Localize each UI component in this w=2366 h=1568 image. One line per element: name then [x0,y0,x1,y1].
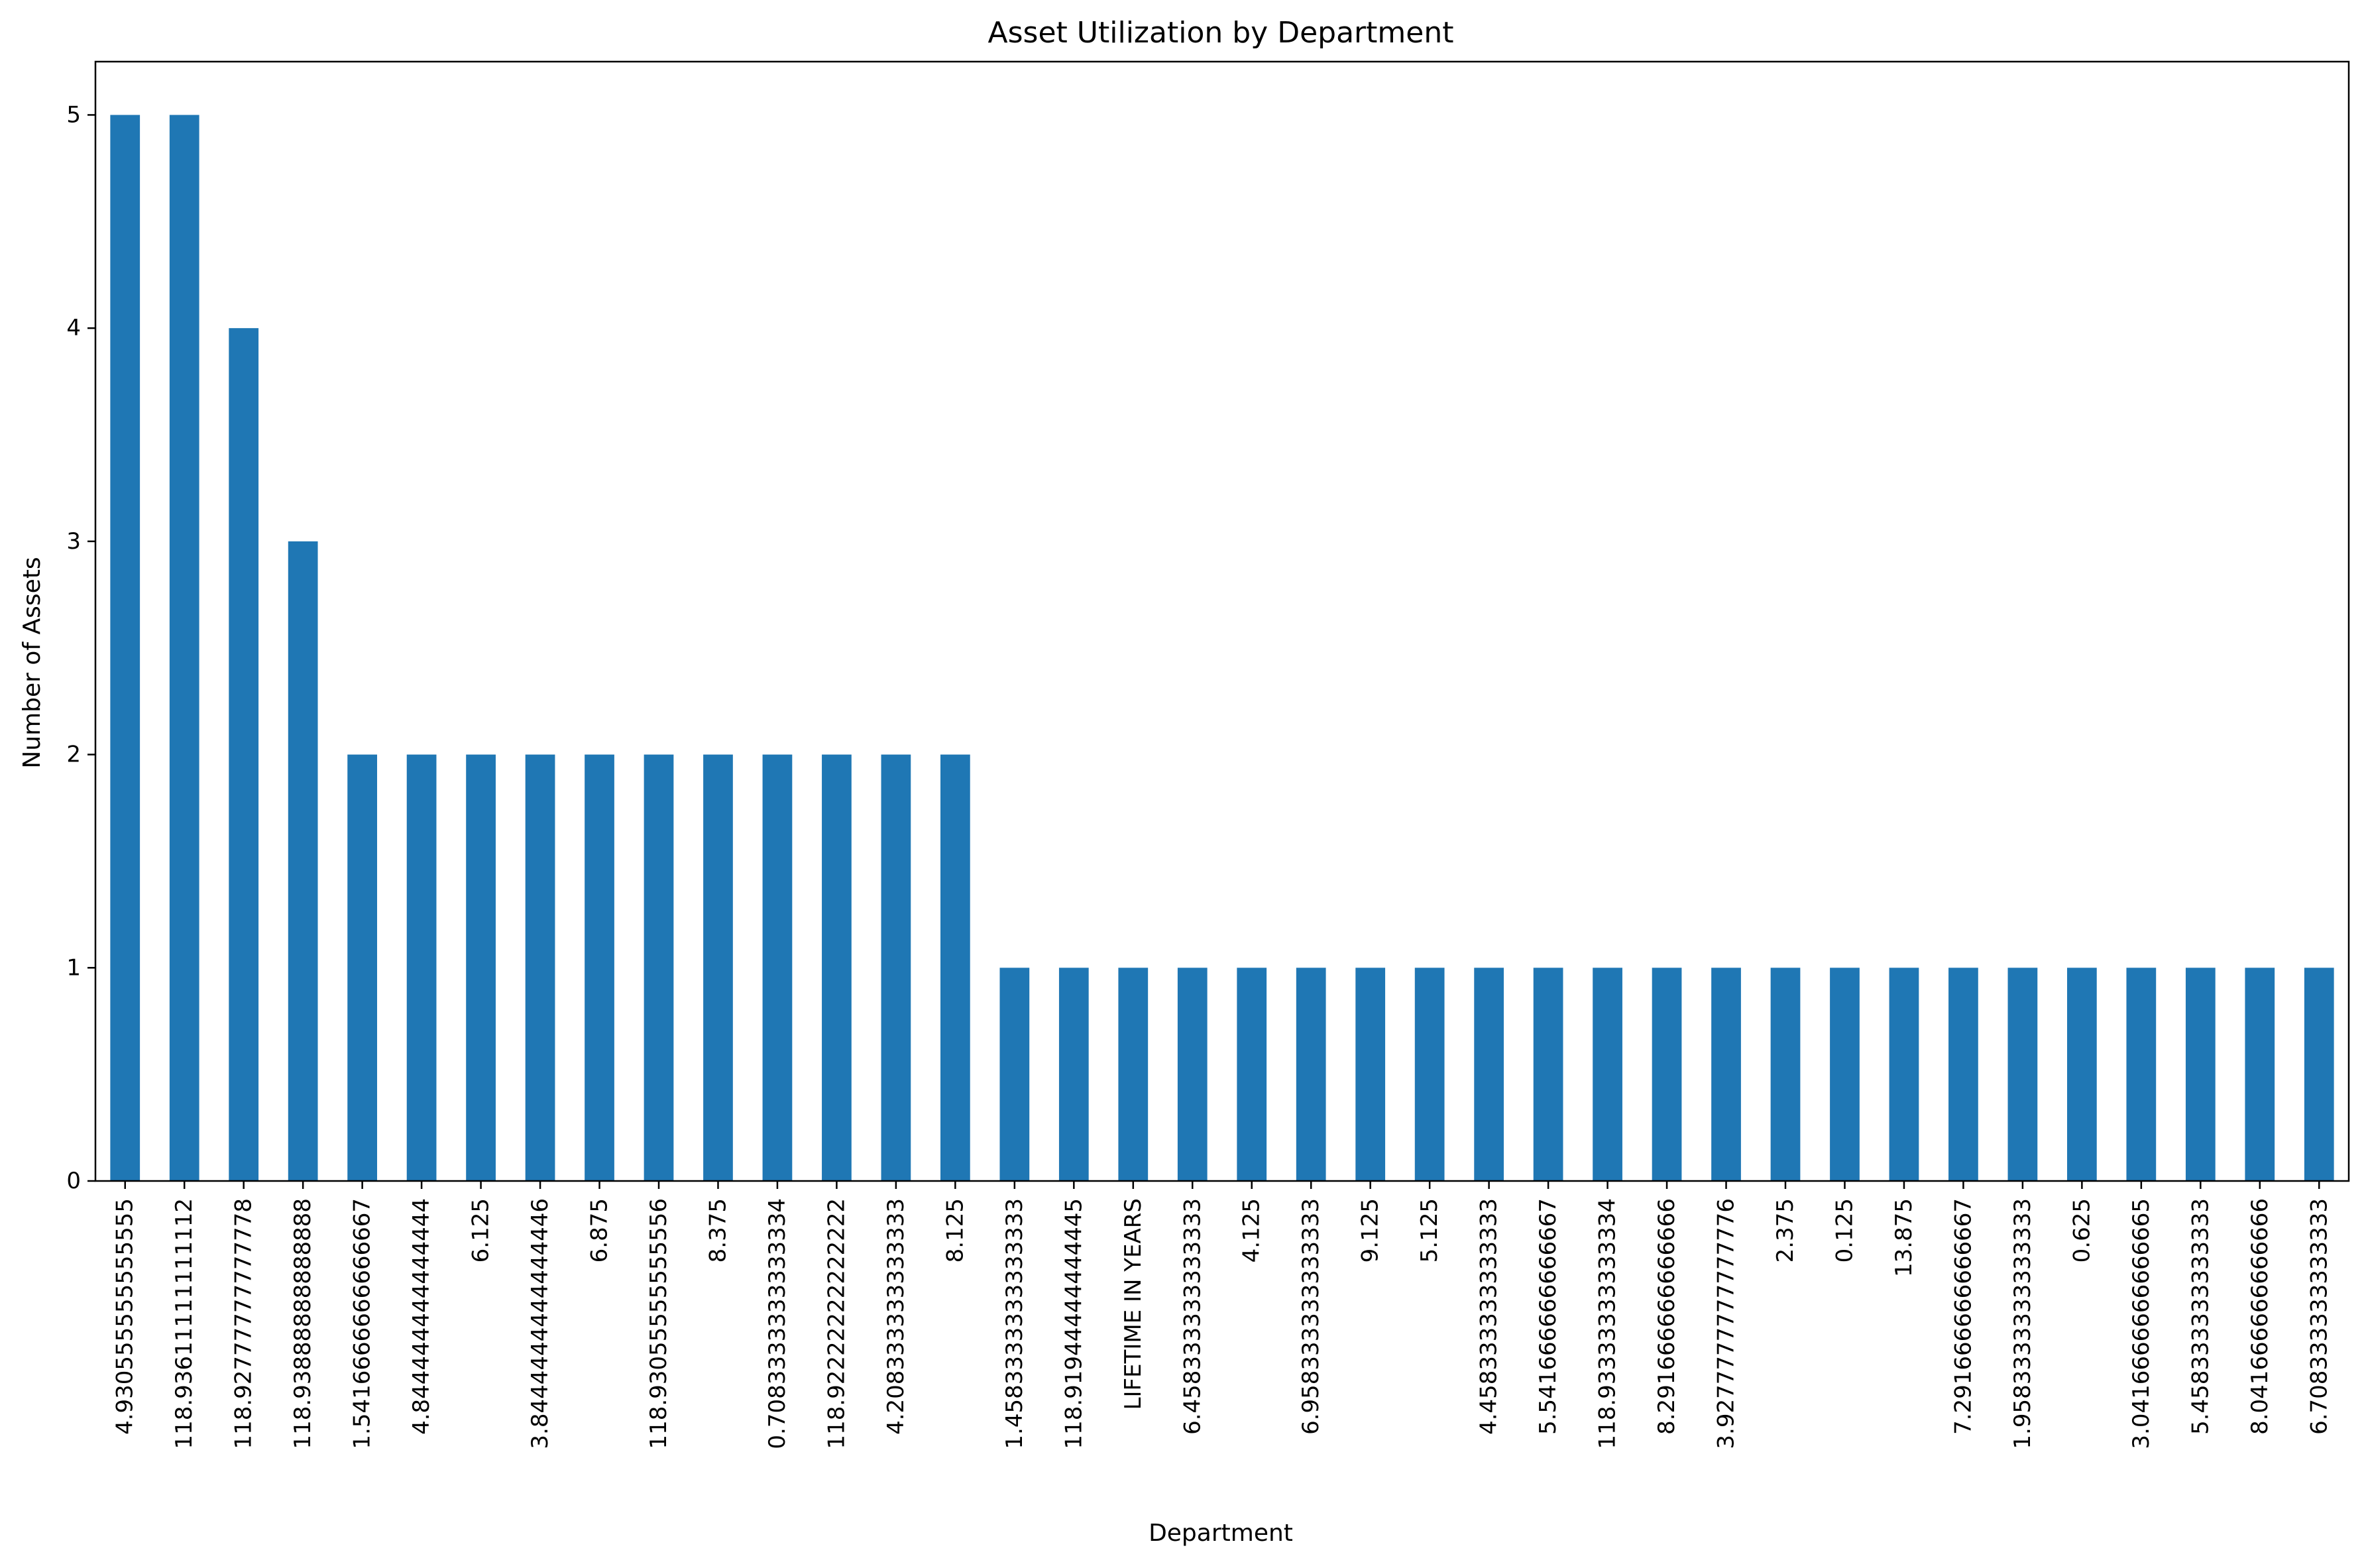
bar [1593,968,1622,1181]
bar [585,754,614,1181]
x-tick-label: 1.9583333333333333 [2009,1198,2036,1449]
y-tick-label: 0 [66,1168,81,1194]
x-tick-label: 118.93888888888888 [290,1198,316,1449]
x-tick-label: 4.125 [1239,1198,1265,1262]
x-tick-label: 8.041666666666666 [2247,1198,2273,1435]
bar [1474,968,1504,1181]
bar [1414,968,1445,1181]
x-tick-label: 5.541666666666667 [1535,1198,1561,1435]
x-tick-label: 2.375 [1772,1198,1799,1262]
x-tick-label: 8.375 [704,1198,731,1262]
bar [1058,968,1089,1181]
bar [1237,968,1267,1181]
bar [703,754,733,1181]
bar [2245,968,2275,1181]
x-tick-label: 6.125 [468,1198,494,1262]
bar [822,754,852,1181]
bar [347,754,377,1181]
y-tick-label: 1 [66,954,81,981]
x-tick-label: 0.625 [2068,1198,2095,1262]
y-tick-label: 4 [66,315,81,341]
x-tick-label: 9.125 [1357,1198,1384,1262]
bar [999,968,1030,1181]
bar [1889,968,1919,1181]
bar [229,328,259,1182]
x-axis: 4.930555555555555 118.93611111111112 118.9… [112,1181,2332,1449]
x-tick-label: 4.458333333333333 [1476,1198,1502,1435]
bar [940,754,970,1181]
bar [1118,968,1149,1181]
bar [1711,968,1741,1181]
bar [169,115,199,1181]
x-tick-label: 3.8444444444444446 [527,1198,553,1449]
x-tick-label: 4.844444444444444 [408,1198,435,1435]
x-tick-label: 13.875 [1891,1198,1917,1277]
x-tick-label: 118.92777777777778 [231,1198,257,1449]
x-tick-label: 0.7083333333333334 [764,1198,791,1449]
x-tick-label: 118.93055555555556 [646,1198,672,1449]
x-tick-label: 5.125 [1416,1198,1443,1262]
bar [525,754,555,1181]
x-tick-label: 1.4583333333333333 [1001,1198,1028,1449]
bar [2304,968,2334,1181]
x-axis-label: Department [1149,1520,1293,1547]
x-tick-label: 118.92222222222222 [823,1198,850,1449]
plot-frame [94,60,2350,1182]
x-tick-label: 0.125 [1831,1198,1858,1262]
bar [110,115,141,1181]
bar [1652,968,1682,1181]
x-tick-label: 6.708333333333333 [2306,1198,2332,1435]
bar [1296,968,1326,1181]
bar [2126,968,2157,1181]
bar [1533,968,1563,1181]
bar [466,754,496,1181]
bar [406,754,437,1181]
x-tick-label: 6.958333333333333 [1298,1198,1324,1435]
x-tick-label: 118.93333333333334 [1595,1198,1621,1449]
y-tick-label: 2 [66,742,81,768]
y-axis-label: Number of Assets [19,557,46,768]
bar [1770,968,1801,1181]
x-tick-label: 6.458333333333333 [1179,1198,1206,1435]
x-tick-label: 8.291666666666666 [1654,1198,1680,1435]
x-tick-label: 3.0416666666666665 [2128,1198,2155,1449]
bar [2007,968,2038,1181]
x-tick-label: 118.93611111111112 [171,1198,197,1449]
chart-title: Asset Utilization by Department [988,16,1454,50]
bar [644,754,674,1181]
bar [1355,968,1386,1181]
x-tick-label: 8.125 [942,1198,968,1262]
x-tick-label: 3.9277777777777776 [1713,1198,1740,1449]
bar [2067,968,2097,1181]
x-tick-label: 4.930555555555555 [112,1198,139,1435]
y-tick-label: 5 [66,101,81,128]
x-tick-label: 1.5416666666666667 [349,1198,376,1449]
bar [762,754,793,1181]
bar [288,541,318,1181]
bar [1830,968,1860,1181]
bar [2185,968,2216,1181]
bar [881,754,911,1181]
x-tick-label: 6.875 [587,1198,613,1262]
y-axis: 0 1 2 3 4 5 [66,101,95,1194]
bars-group [110,115,2334,1182]
x-tick-label: 118.91944444444445 [1060,1198,1087,1449]
y-tick-label: 3 [66,528,81,555]
x-tick-label: 4.208333333333333 [883,1198,909,1435]
bar [1948,968,1978,1181]
x-tick-label: LIFETIME IN YEARS [1120,1198,1147,1410]
bar [1177,968,1208,1181]
x-tick-label: 5.458333333333333 [2187,1198,2214,1435]
x-tick-label: 7.291666666666667 [1950,1198,1976,1435]
